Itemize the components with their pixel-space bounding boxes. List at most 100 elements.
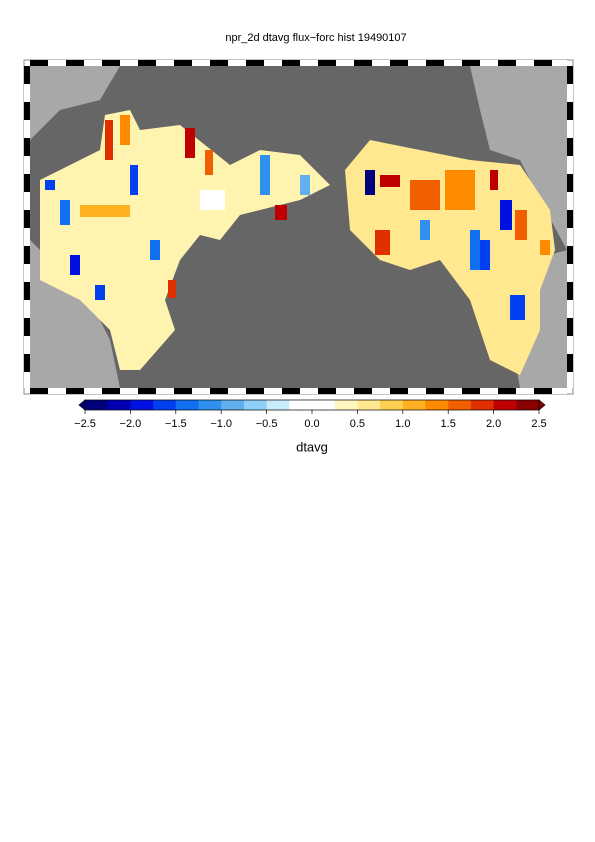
border-tick (156, 388, 174, 394)
border-tick (462, 388, 480, 394)
border-tick (228, 60, 246, 66)
data-cell (260, 155, 270, 195)
data-cell (510, 295, 525, 320)
border-tick (120, 60, 138, 66)
colorbar-tick-label: −2.0 (120, 418, 142, 430)
colorbar-segment (448, 400, 472, 410)
colorbar-segment (198, 400, 222, 410)
border-tick (24, 354, 30, 372)
border-tick (210, 388, 228, 394)
border-tick (444, 60, 462, 66)
border-tick (24, 84, 30, 102)
data-cell (45, 180, 55, 190)
border-tick (24, 210, 30, 228)
border-tick (567, 300, 573, 318)
data-cell (490, 170, 498, 190)
data-cell (80, 205, 130, 217)
border-tick (498, 60, 516, 66)
border-tick (567, 174, 573, 192)
border-tick (156, 60, 174, 66)
border-tick (210, 60, 228, 66)
border-tick (66, 388, 84, 394)
border-tick (498, 388, 516, 394)
data-cell (120, 115, 130, 145)
colorbar-segment (266, 400, 290, 410)
border-tick (390, 60, 408, 66)
colorbar-tick-label: 0.5 (350, 418, 365, 430)
border-tick (567, 192, 573, 210)
border-tick (408, 60, 426, 66)
border-tick (372, 60, 390, 66)
data-cell (275, 205, 287, 220)
border-tick (516, 388, 534, 394)
colorbar-segment (425, 400, 449, 410)
border-tick (24, 156, 30, 174)
border-tick (534, 60, 552, 66)
colorbar-tick-label: 1.5 (441, 418, 456, 430)
border-tick (84, 388, 102, 394)
border-tick (567, 372, 573, 388)
border-tick (318, 388, 336, 394)
border-tick (192, 388, 210, 394)
border-tick (24, 246, 30, 264)
border-tick (24, 372, 30, 388)
border-tick (264, 388, 282, 394)
border-tick (567, 102, 573, 120)
colorbar-segment (334, 400, 358, 410)
border-tick (444, 388, 462, 394)
colorbar-end (78, 399, 86, 411)
data-cell (515, 210, 527, 240)
border-tick (567, 84, 573, 102)
data-cell (130, 165, 138, 195)
border-tick (282, 388, 300, 394)
border-tick (390, 388, 408, 394)
map (23, 59, 574, 395)
data-cell (200, 190, 225, 210)
border-tick (102, 60, 120, 66)
border-tick (318, 60, 336, 66)
border-tick (567, 156, 573, 174)
colorbar-tick-label: 1.0 (395, 418, 410, 430)
border-tick (426, 60, 444, 66)
border-tick (174, 60, 192, 66)
data-region (40, 110, 330, 370)
colorbar-tick-label: −0.5 (256, 418, 278, 430)
border-tick (30, 60, 48, 66)
colorbar-tick-label: 2.0 (486, 418, 501, 430)
data-cell (470, 230, 480, 270)
border-tick (567, 318, 573, 336)
border-tick (120, 388, 138, 394)
border-tick (24, 336, 30, 354)
border-tick (24, 174, 30, 192)
border-tick (24, 102, 30, 120)
colorbar-segment (470, 400, 495, 410)
border-tick (552, 60, 567, 66)
border-tick (567, 354, 573, 372)
data-cell (540, 240, 550, 255)
border-tick (24, 66, 30, 84)
border-tick (24, 138, 30, 156)
colorbar-segment (357, 400, 381, 410)
data-cell (500, 200, 512, 230)
border-tick (138, 60, 156, 66)
colorbar-segment (85, 400, 109, 410)
border-tick (24, 264, 30, 282)
border-tick (567, 264, 573, 282)
colorbar-label: dtavg (296, 439, 328, 454)
border-tick (24, 228, 30, 246)
border-tick (264, 60, 282, 66)
border-tick (354, 388, 372, 394)
data-cell (480, 240, 490, 270)
colorbar-segment (380, 400, 404, 410)
border-tick (462, 60, 480, 66)
border-tick (408, 388, 426, 394)
data-cell (375, 230, 390, 255)
border-tick (480, 60, 498, 66)
data-cell (410, 180, 440, 210)
border-tick (480, 388, 498, 394)
colorbar-segment (402, 400, 426, 410)
data-cell (95, 285, 105, 300)
data-region (345, 140, 555, 375)
colorbar-segment (243, 400, 268, 410)
